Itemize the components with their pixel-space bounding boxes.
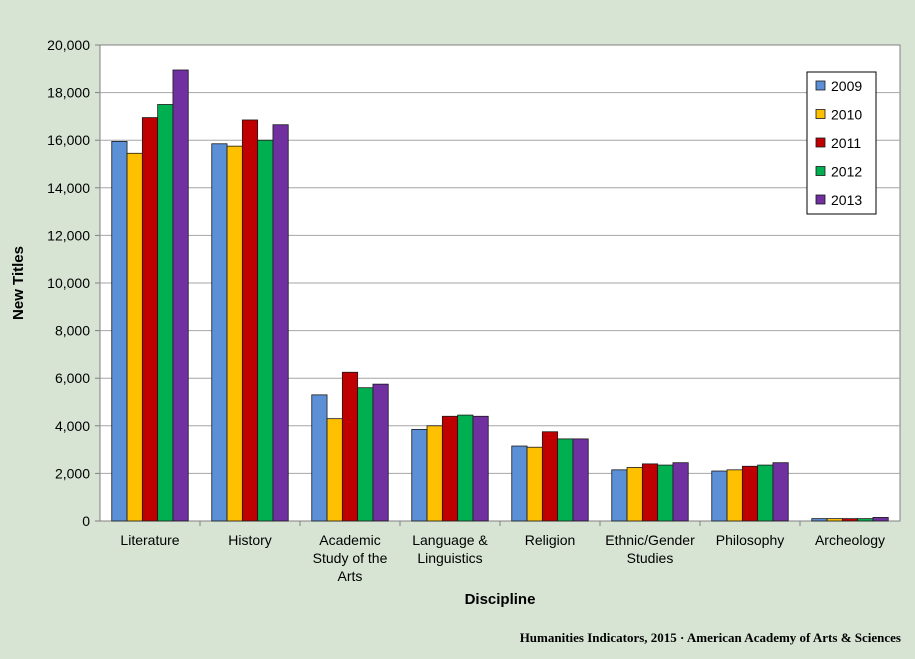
y-tick-label: 20,000 [47, 37, 90, 53]
bar-2012 [257, 139, 274, 522]
bar-2010 [226, 145, 243, 522]
bars [111, 69, 889, 522]
x-tick-label-line: Archeology [815, 532, 885, 548]
bar-2009 [411, 428, 428, 522]
bar-2009 [611, 469, 628, 522]
x-tick-label: Literature [120, 532, 179, 548]
y-tick-label: 4,000 [55, 418, 90, 434]
bar-2009 [211, 143, 228, 522]
bar-2013 [872, 517, 889, 522]
legend-swatch-2011 [815, 137, 826, 148]
bar-2011 [241, 119, 259, 522]
x-tick-label-line: Literature [120, 532, 179, 548]
x-tick-label: History [228, 532, 272, 548]
bar-2013 [372, 383, 389, 522]
axes: 0 2,000 4,000 6,000 8,000 10,000 12,000 14,000 1… [47, 37, 885, 584]
bar-2010 [526, 446, 543, 522]
bar-2010 [626, 467, 643, 522]
legend-swatch-2013 [815, 194, 826, 205]
x-tick-label: Language & Linguistics [412, 532, 488, 566]
bar-2009 [811, 518, 828, 522]
x-tick-label-line: Arts [338, 568, 363, 584]
y-tick-label: 12,000 [47, 227, 90, 243]
x-axis-title: Discipline [465, 591, 536, 608]
bar-2012 [157, 104, 174, 522]
bar-2011 [641, 463, 659, 522]
legend-label-2009: 2009 [831, 78, 862, 94]
legend-swatch-2009 [815, 80, 826, 91]
bar-2013 [472, 415, 489, 522]
y-tick-label: 10,000 [47, 275, 90, 291]
x-tick-label-line: History [228, 532, 272, 548]
x-tick-label: Ethnic/Gender Studies [605, 532, 695, 566]
x-tick-label: Religion [525, 532, 576, 548]
bar-2009 [311, 394, 328, 522]
legend-label-2011: 2011 [831, 135, 861, 151]
bar-2012 [657, 464, 674, 522]
x-tick-label-line: Academic [319, 532, 380, 548]
y-tick-label: 8,000 [55, 323, 90, 339]
bar-2011 [441, 415, 459, 522]
legend-label-2010: 2010 [831, 107, 862, 123]
x-tick-label-line: Language & [412, 532, 488, 548]
y-tick-label: 0 [82, 513, 90, 529]
y-tick-label: 2,000 [55, 465, 90, 481]
bar-2011 [141, 117, 159, 522]
bar-2009 [511, 445, 528, 522]
bar-2012 [757, 464, 774, 522]
legend-swatch-2012 [815, 166, 826, 176]
bar-2011 [541, 431, 559, 522]
bar-2010 [726, 469, 743, 522]
legend-label-2012: 2012 [831, 164, 862, 180]
bar-2009 [111, 140, 128, 522]
y-tick-label: 14,000 [47, 180, 90, 196]
bar-2011 [341, 371, 359, 522]
x-tick-label-line: Studies [627, 550, 674, 566]
bar-2013 [172, 69, 189, 522]
bar-2012 [857, 518, 874, 522]
bar-2013 [572, 438, 589, 522]
y-tick-label: 6,000 [55, 370, 90, 386]
x-tick-label: Archeology [815, 532, 885, 548]
bar-2010 [326, 418, 343, 522]
bar-2013 [772, 462, 789, 522]
bar-2010 [426, 425, 443, 522]
y-tick-label: 16,000 [47, 132, 90, 148]
x-tick-label-line: Ethnic/Gender [605, 532, 695, 548]
x-tick-label-line: Philosophy [716, 532, 785, 548]
legend-label-2013: 2013 [831, 192, 862, 208]
bar-2011 [841, 518, 859, 522]
bar-2011 [741, 465, 759, 522]
x-tick-label: Academic Study of the Arts [313, 532, 388, 584]
x-tick-label-line: Linguistics [417, 550, 482, 566]
bar-2012 [457, 414, 474, 522]
y-tick-label: 18,000 [47, 85, 90, 101]
bar-2009 [711, 470, 728, 522]
x-tick-label-line: Study of the [313, 550, 388, 566]
bar-2013 [272, 124, 289, 522]
bar-2010 [126, 152, 143, 522]
footer-credit: Humanities Indicators, 2015 · American A… [519, 630, 901, 645]
y-axis-title: New Titles [10, 246, 27, 320]
x-tick-label-line: Religion [525, 532, 576, 548]
legend-swatch-2010 [815, 109, 826, 119]
bar-2012 [357, 387, 374, 522]
legend: 2009 2010 2011 2012 2013 [806, 71, 877, 215]
bar-2012 [557, 438, 574, 522]
x-tick-label: Philosophy [716, 532, 785, 548]
bar-2013 [672, 462, 689, 522]
bar-2010 [826, 518, 843, 522]
